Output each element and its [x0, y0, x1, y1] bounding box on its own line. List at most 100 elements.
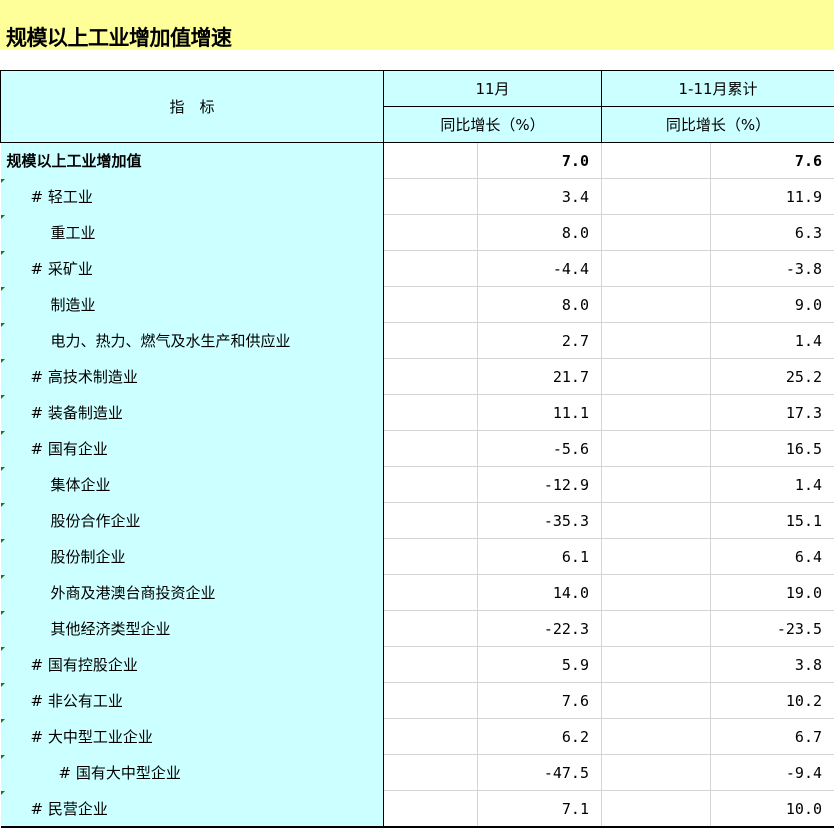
empty-cell [602, 179, 711, 215]
empty-cell [602, 791, 711, 828]
table-row: # 高技术制造业 21.7 25.2 [1, 359, 834, 395]
comment-marker-icon [1, 431, 5, 435]
month-value: -35.3 [478, 503, 602, 539]
empty-cell [384, 647, 478, 683]
row-label: 集体企业 [1, 467, 384, 503]
comment-marker-icon [1, 719, 5, 723]
comment-marker-icon [1, 287, 5, 291]
row-label: 股份合作企业 [1, 503, 384, 539]
comment-marker-icon [1, 359, 5, 363]
data-table: 指 标 11月 1-11月累计 同比增长（%） 同比增长（%） 规模以上工业增加… [0, 70, 834, 828]
month-header: 11月 [384, 71, 602, 107]
row-label: 制造业 [1, 287, 384, 323]
row-label: # 国有控股企业 [1, 647, 384, 683]
empty-cell [384, 467, 478, 503]
empty-cell [384, 251, 478, 287]
empty-cell [602, 215, 711, 251]
empty-cell [602, 503, 711, 539]
table-row: 股份制企业 6.1 6.4 [1, 539, 834, 575]
empty-cell [384, 683, 478, 719]
month-value: 3.4 [478, 179, 602, 215]
empty-cell [602, 467, 711, 503]
table-row: # 轻工业 3.4 11.9 [1, 179, 834, 215]
cumulative-value: 25.2 [711, 359, 834, 395]
month-value: 5.9 [478, 647, 602, 683]
comment-marker-icon [1, 755, 5, 759]
empty-cell [602, 755, 711, 791]
comment-marker-icon [1, 611, 5, 615]
cumulative-subheader: 同比增长（%） [602, 107, 834, 143]
month-value: -4.4 [478, 251, 602, 287]
table-row: # 国有企业 -5.6 16.5 [1, 431, 834, 467]
comment-marker-icon [1, 215, 5, 219]
row-label: 电力、热力、燃气及水生产和供应业 [1, 323, 384, 359]
empty-cell [384, 539, 478, 575]
table-row: # 国有控股企业 5.9 3.8 [1, 647, 834, 683]
table-row: 其他经济类型企业 -22.3 -23.5 [1, 611, 834, 647]
cumulative-value: 16.5 [711, 431, 834, 467]
table-row: # 采矿业 -4.4 -3.8 [1, 251, 834, 287]
comment-marker-icon [1, 503, 5, 507]
empty-cell [384, 431, 478, 467]
row-label: # 国有大中型企业 [1, 755, 384, 791]
indicator-header: 指 标 [1, 71, 384, 143]
empty-cell [384, 287, 478, 323]
month-value: -5.6 [478, 431, 602, 467]
cumulative-value: 17.3 [711, 395, 834, 431]
table-row: 股份合作企业 -35.3 15.1 [1, 503, 834, 539]
empty-cell [602, 575, 711, 611]
comment-marker-icon [1, 179, 5, 183]
empty-cell [384, 791, 478, 828]
empty-cell [602, 611, 711, 647]
cumulative-header: 1-11月累计 [602, 71, 834, 107]
comment-marker-icon [1, 395, 5, 399]
month-value: -12.9 [478, 467, 602, 503]
comment-marker-icon [1, 323, 5, 327]
row-label: # 大中型工业企业 [1, 719, 384, 755]
table-row: # 装备制造业 11.1 17.3 [1, 395, 834, 431]
table-row: 电力、热力、燃气及水生产和供应业 2.7 1.4 [1, 323, 834, 359]
empty-cell [384, 143, 478, 179]
empty-cell [384, 719, 478, 755]
table-row: # 国有大中型企业 -47.5 -9.4 [1, 755, 834, 791]
empty-cell [384, 179, 478, 215]
table-row: # 大中型工业企业 6.2 6.7 [1, 719, 834, 755]
month-value: 21.7 [478, 359, 602, 395]
comment-marker-icon [1, 683, 5, 687]
empty-cell [384, 215, 478, 251]
month-value: 7.6 [478, 683, 602, 719]
month-value: 6.2 [478, 719, 602, 755]
table-row: 重工业 8.0 6.3 [1, 215, 834, 251]
empty-cell [384, 503, 478, 539]
month-value: 14.0 [478, 575, 602, 611]
row-label: # 非公有工业 [1, 683, 384, 719]
table-row: 制造业 8.0 9.0 [1, 287, 834, 323]
table-row: 规模以上工业增加值 7.0 7.6 [1, 143, 834, 179]
comment-marker-icon [1, 791, 5, 795]
empty-cell [384, 611, 478, 647]
empty-cell [384, 395, 478, 431]
empty-cell [384, 323, 478, 359]
row-label: # 高技术制造业 [1, 359, 384, 395]
empty-cell [602, 683, 711, 719]
empty-cell [602, 143, 711, 179]
comment-marker-icon [1, 251, 5, 255]
empty-cell [602, 395, 711, 431]
row-label: 重工业 [1, 215, 384, 251]
title-band: 规模以上工业增加值增速 [0, 0, 834, 50]
comment-marker-icon [1, 575, 5, 579]
month-value: 7.0 [478, 143, 602, 179]
cumulative-value: 15.1 [711, 503, 834, 539]
cumulative-value: 10.2 [711, 683, 834, 719]
cumulative-value: 7.6 [711, 143, 834, 179]
cumulative-value: 3.8 [711, 647, 834, 683]
cumulative-value: 6.3 [711, 215, 834, 251]
empty-cell [384, 359, 478, 395]
row-label: 股份制企业 [1, 539, 384, 575]
empty-cell [602, 287, 711, 323]
row-label: # 国有企业 [1, 431, 384, 467]
month-value: 2.7 [478, 323, 602, 359]
cumulative-value: 1.4 [711, 323, 834, 359]
month-value: -47.5 [478, 755, 602, 791]
cumulative-value: -3.8 [711, 251, 834, 287]
